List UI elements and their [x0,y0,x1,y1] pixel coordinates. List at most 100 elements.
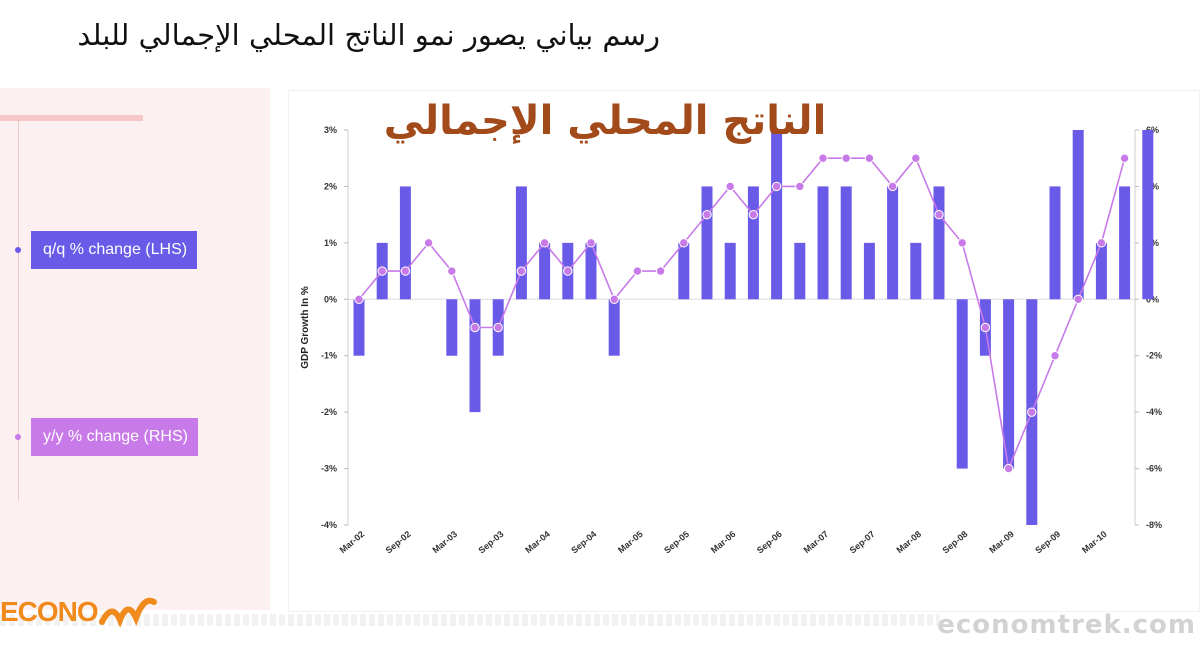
point-yy [748,209,759,220]
y-left-tick-label: -3% [321,464,337,474]
gdp-chart: 3%2%1%0%-1%-2%-3%-4%6%4%2%0%-2%-4%-6%-8%… [300,125,1162,556]
bar-qq [771,130,783,300]
point-yy [725,181,735,192]
bar-qq [701,186,713,300]
x-tick-label: Sep-03 [476,529,505,556]
x-tick-label: Mar-10 [1080,529,1109,555]
bar-qq [817,186,829,300]
legend-label-qq: q/q % change (LHS) [31,231,198,269]
x-tick-label: Mar-04 [523,529,552,555]
x-tick-label: Sep-08 [940,529,969,556]
panel-accent-stripe [0,115,143,121]
bar-qq [608,299,620,356]
page-title: رسم بياني يصور نمو الناتج المحلي الإجمال… [77,18,660,52]
x-tick-label: Mar-07 [802,529,831,555]
y-axis-label: GDP Growth In % [300,286,311,369]
x-tick-label: Sep-02 [384,529,413,556]
watermark: economtrek.com [937,610,1196,640]
point-yy [655,266,666,276]
y-right-tick-label: -4% [1146,407,1162,417]
bar-qq [515,186,527,300]
y-left-tick-label: 2% [324,181,337,191]
x-tick-label: Sep-07 [848,529,877,556]
bar-qq [399,186,411,300]
bar-qq [446,299,458,356]
y-left-tick-label: 3% [324,125,337,135]
point-yy [679,238,689,248]
y-left-tick-label: -2% [321,407,337,417]
y-left-tick-label: 1% [324,238,337,248]
bar-qq [747,186,759,300]
chart-title: الناتج المحلي الإجمالي [383,98,827,144]
bar-qq [469,299,481,413]
bar-qq [887,186,899,300]
x-tick-label: Mar-09 [987,529,1016,555]
y-left-tick-label: 0% [324,294,337,304]
bar-qq [863,242,875,300]
logo-swoosh-icon [98,597,157,628]
point-yy [911,153,921,163]
bar-qq [1095,242,1107,300]
point-yy [934,209,944,220]
point-yy [447,266,457,276]
y-left-tick-label: -1% [321,351,337,361]
y-left-tick-label: -4% [321,520,337,530]
point-yy [377,266,387,276]
point-yy [1119,153,1130,163]
x-tick-label: Mar-06 [709,529,738,555]
bar-qq [678,242,690,300]
point-yy [1003,463,1014,474]
point-yy [609,294,619,304]
bar-qq [539,242,551,300]
bar-qq [353,299,365,356]
bar-qq [585,242,597,300]
bar-qq [840,186,852,300]
x-tick-label: Mar-08 [894,529,923,555]
point-yy [632,266,643,276]
legend-dot-qq [15,247,21,253]
bar-qq [1003,299,1015,469]
point-yy [470,322,480,333]
point-yy [818,153,828,163]
point-yy [539,238,550,248]
point-yy [423,238,434,248]
point-yy [841,153,851,163]
x-tick-label: Mar-05 [616,529,645,555]
point-yy [400,266,411,276]
bar-qq [933,186,945,300]
chart-frame [288,90,1200,612]
bar-qq [910,242,922,300]
point-yy [771,181,782,192]
x-tick-label: Sep-05 [662,529,691,556]
econ-logo: ECONO [0,592,158,632]
bar-qq [794,242,806,300]
x-tick-label: Sep-04 [569,529,598,556]
point-yy [864,153,875,163]
bar-qq [1142,130,1154,300]
x-tick-label: Sep-09 [1033,529,1062,556]
y-right-tick-label: -8% [1146,520,1162,530]
bar-qq [724,242,736,300]
point-yy [957,238,967,248]
point-yy [702,209,712,220]
logo-text: ECONO [0,596,99,627]
y-right-tick-label: -6% [1146,464,1162,474]
x-tick-label: Mar-03 [430,529,459,555]
bar-qq [1049,186,1061,300]
y-right-tick-label: -2% [1146,351,1162,361]
panel-connector-line [18,121,19,501]
bar-qq [1119,186,1131,300]
point-yy [354,294,364,304]
bar-qq [1072,130,1084,300]
x-tick-label: Mar-02 [338,529,367,555]
legend-item-qq: q/q % change (LHS) [15,231,198,269]
point-yy [1096,238,1107,248]
legend-panel [0,88,270,610]
legend-dot-yy [15,434,21,440]
point-yy [980,322,991,333]
point-yy [563,266,573,276]
point-yy [795,181,805,192]
point-yy [493,322,503,333]
x-tick-label: Sep-06 [755,529,784,556]
footer-strip [0,614,940,626]
